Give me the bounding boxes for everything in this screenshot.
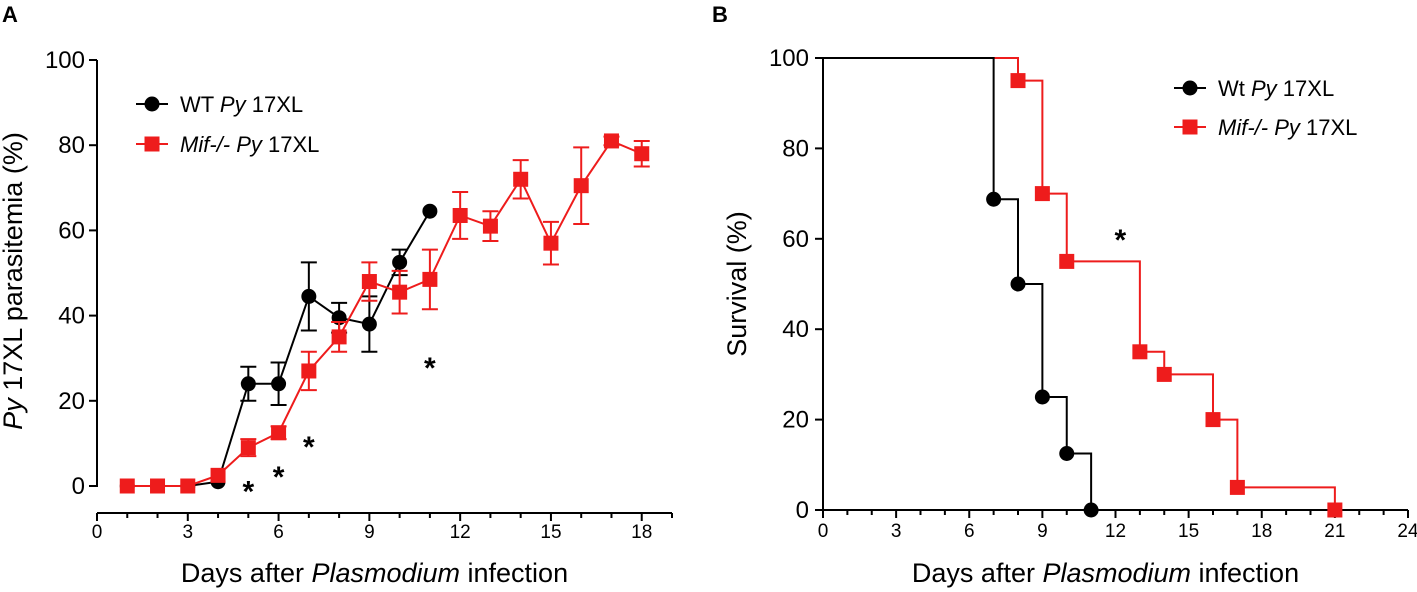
y-tick-label: 100 [769,45,809,72]
data-point [361,316,377,332]
data-point [119,478,135,494]
x-tick-label: 21 [1324,521,1345,542]
data-point [452,207,468,223]
panel-label-a: A [2,2,18,27]
data-point [331,329,347,345]
x-tick-label: 6 [273,522,284,543]
series-line [127,139,643,487]
x-tick-label: 15 [1178,521,1199,542]
data-point [361,274,377,290]
legend-label: WT Py 17XL [180,92,303,117]
data-point [150,478,166,494]
legend-label: Mif-/- Py 17XL [1218,115,1357,140]
panel-label-b: B [712,2,728,27]
data-point [422,271,438,287]
x-tick-label: 18 [1251,521,1272,542]
data-point [1083,502,1099,518]
legend-label: Mif-/- Py 17XL [180,132,319,157]
legend-label: Wt Py 17XL [1218,76,1334,101]
y-tick-label: 80 [58,132,85,159]
data-point [422,203,438,219]
y-tick-label: 60 [782,226,809,253]
y-tick-label: 20 [782,407,809,434]
legend-marker [1182,119,1198,135]
data-point [180,478,196,494]
survival-step-line [823,57,1093,510]
x-tick-label: 12 [1105,521,1126,542]
chart-a-parasitemia: 0 20 40 60 80 100 0 3 6 9 12 15 18 Days after Plasmod… [0,47,673,588]
data-point [543,235,559,251]
x-tick-label: 9 [1037,521,1048,542]
data-point [513,171,529,187]
x-tick-label: 6 [964,521,975,542]
y-axis-title: Py 17XL parasitemia (%) [0,132,28,430]
data-point [1010,73,1026,89]
series-wt [119,203,438,494]
x-tick-label: 18 [631,522,652,543]
y-tick-label: 0 [72,473,85,500]
x-tick-label: 3 [891,521,902,542]
data-point [1010,276,1026,292]
legend-marker [144,96,160,112]
x-tick-label: 0 [92,522,103,543]
data-point [573,178,589,194]
x-tick-label: 9 [364,522,375,543]
data-point [392,284,408,300]
series-mif [823,57,1343,518]
data-point [301,288,317,304]
data-point [634,146,650,162]
data-point [1205,412,1221,428]
chart-b-survival: 0 20 40 60 80 100 0 3 6 9 12 15 18 21 24 Days after Pla… [722,45,1417,588]
significance-star: * [242,476,254,509]
x-tick-label: 15 [540,522,561,543]
series-wt [823,57,1099,518]
data-point [271,376,287,392]
y-tick-label: 40 [782,316,809,343]
data-point [603,133,619,149]
y-tick-label: 80 [782,135,809,162]
data-point [1059,446,1075,461]
data-point [240,440,256,456]
y-axis-title: Survival (%) [722,211,752,357]
y-tick-label: 100 [45,47,85,74]
x-axis-title: Days after Plasmodium infection [181,558,568,588]
data-point [301,363,317,379]
legend-marker [1182,80,1198,96]
data-point [1327,502,1343,518]
x-tick-label: 0 [818,521,829,542]
data-point [392,254,408,270]
y-tick-label: 60 [58,217,85,244]
data-point [1034,389,1050,405]
data-point [240,376,256,392]
data-point [1156,366,1172,382]
significance-star: * [1115,224,1127,257]
data-point [210,467,226,483]
data-point [1132,344,1148,360]
y-tick-label: 40 [58,303,85,330]
series-mif [119,133,650,494]
data-point [482,218,498,234]
x-tick-label: 3 [183,522,194,543]
y-tick-label: 20 [58,388,85,415]
legend-marker [144,136,160,152]
data-point [1059,253,1075,269]
significance-star: * [273,461,285,494]
x-axis-title: Days after Plasmodium infection [912,558,1299,588]
data-point [986,191,1002,207]
y-tick-label: 0 [796,497,809,524]
x-tick-label: 12 [450,522,471,543]
x-tick-label: 24 [1397,521,1417,542]
significance-star: * [303,431,315,464]
series-line [127,210,431,487]
significance-star: * [424,352,436,385]
data-point [1229,479,1245,495]
data-point [271,425,287,441]
data-point [1034,186,1050,202]
